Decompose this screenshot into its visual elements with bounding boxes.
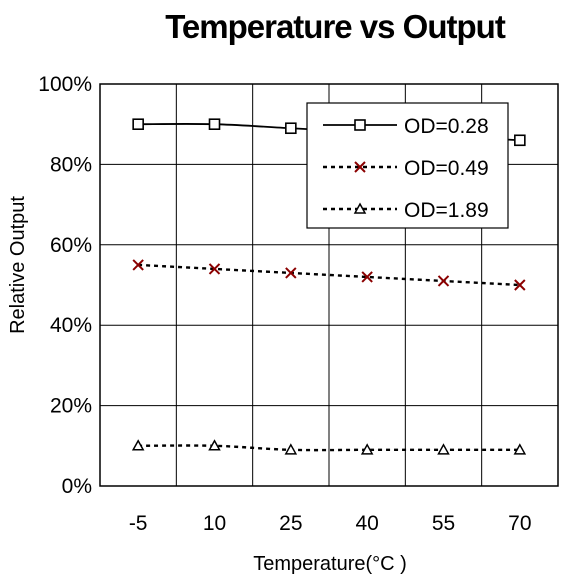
x-tick-label: -5 [129,512,148,535]
data-point-triangle [437,443,450,455]
data-point-triangle [208,439,221,451]
data-point-x [354,161,366,173]
y-tick-label: 100% [38,73,92,96]
legend-label: OD=0.49 [404,157,489,180]
data-point-x [208,263,221,275]
data-point-square [208,118,221,130]
x-tick-label: 55 [432,512,455,535]
legend-label: OD=0.28 [404,115,489,138]
chart-title: Temperature vs Output [165,8,506,45]
series-2 [132,259,526,291]
x-tick-label: 40 [355,512,378,535]
legend-label: OD=1.89 [404,199,489,222]
data-point-square [285,122,297,135]
data-point-x [437,275,450,287]
data-point-triangle [131,439,145,451]
x-axis-label: Temperature(°C ) [253,553,407,575]
y-tick-label: 0% [62,475,92,498]
legend-entry: OD=1.89 [323,199,489,222]
legend-entry: OD=0.49 [323,157,489,180]
data-point-square [132,118,144,130]
data-point-triangle [513,443,527,455]
data-point-x [361,271,373,283]
x-tick-label: 10 [203,512,226,535]
data-point-x [285,267,297,279]
data-point-x [514,279,526,291]
data-point-x [132,259,144,271]
y-tick-labels: 0% 20% 40% 60% 80% 100% [38,73,92,498]
y-tick-label: 60% [50,234,92,257]
series-3 [131,439,527,455]
legend: OD=0.28 OD=0.49 OD=1.89 [306,102,509,229]
legend-box [306,102,509,229]
data-point-square [514,134,526,147]
data-point-triangle [353,202,367,214]
data-point-triangle [360,443,374,455]
x-tick-label: 70 [508,512,531,535]
plot-border [99,83,559,487]
series-line [138,263,520,287]
y-axis-label: Relative Output [7,196,29,334]
y-tick-label: 40% [50,314,92,337]
legend-entry: OD=0.28 [323,115,489,138]
x-tick-labels: -5 10 25 40 55 70 [129,512,532,535]
y-tick-label: 80% [50,153,92,176]
x-tick-label: 25 [279,512,302,535]
y-tick-label: 20% [50,395,92,418]
series-line [138,444,520,452]
data-point-square [354,119,366,131]
data-point-triangle [284,443,298,455]
